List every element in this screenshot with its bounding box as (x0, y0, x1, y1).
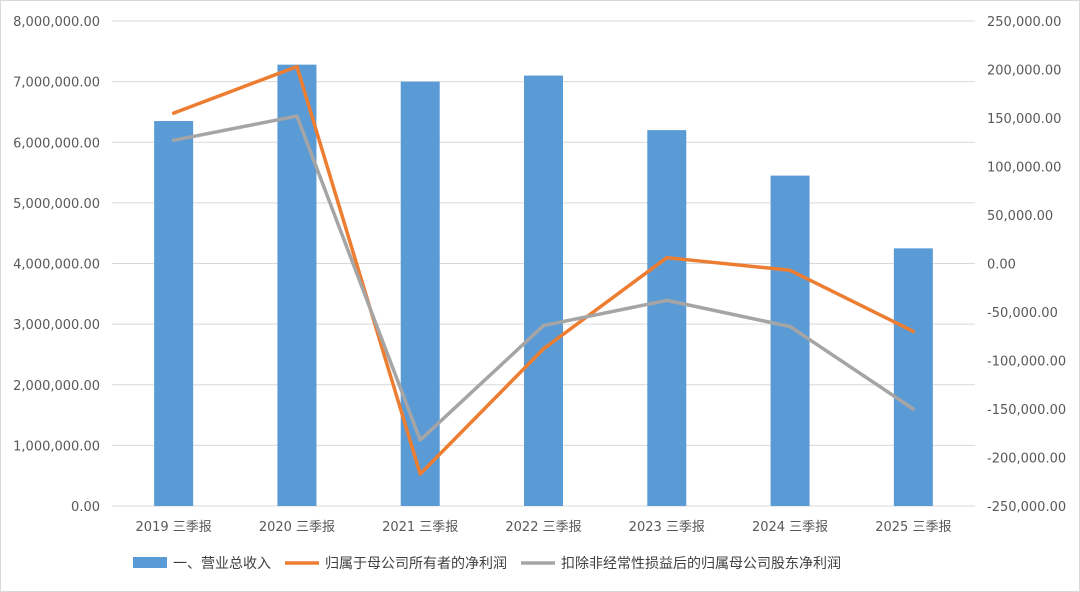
y-right-tick-label: 100,000.00 (987, 161, 1061, 176)
x-tick-label: 2019 三季报 (136, 520, 212, 535)
y-left-tick-label: 1,000,000.00 (13, 439, 100, 454)
legend-label: 扣除非经常性损益后的归属母公司股东净利润 (561, 555, 841, 572)
series-line (171, 114, 916, 442)
x-tick-label: 2025 三季报 (875, 520, 951, 535)
y-left-tick-label: 6,000,000.00 (13, 136, 100, 151)
y-right-tick-label: 150,000.00 (987, 112, 1061, 127)
y-right-tick-label: 250,000.00 (987, 15, 1061, 30)
bar (277, 64, 317, 507)
x-tick-label: 2021 三季报 (382, 520, 458, 535)
x-tick-label: 2023 三季报 (629, 520, 705, 535)
y-left-tick-label: 2,000,000.00 (13, 379, 100, 394)
y-right-tick-label: -50,000.00 (987, 306, 1058, 321)
y-right-tick-label: -200,000.00 (987, 452, 1066, 467)
y-right-tick-label: 200,000.00 (987, 64, 1061, 79)
y-right-tick-label: -250,000.00 (987, 500, 1066, 515)
y-left-tick-label: 8,000,000.00 (13, 15, 100, 30)
bar (400, 81, 440, 506)
x-tick-label: 2020 三季报 (259, 520, 335, 535)
y-left-tick-label: 7,000,000.00 (13, 76, 100, 91)
x-tick-label: 2024 三季报 (752, 520, 828, 535)
bar (893, 248, 933, 506)
bar (647, 130, 687, 506)
y-left-tick-label: 0.00 (71, 500, 100, 515)
legend-swatch (133, 557, 167, 568)
bar (154, 121, 194, 506)
y-right-tick-label: -150,000.00 (987, 403, 1066, 418)
legend-label: 一、营业总收入 (173, 556, 271, 572)
y-left-tick-label: 5,000,000.00 (13, 197, 100, 212)
bar (770, 175, 810, 506)
bar (524, 75, 563, 506)
y-left-tick-label: 4,000,000.00 (13, 258, 100, 273)
y-right-tick-label: -100,000.00 (987, 355, 1066, 370)
series-line (171, 64, 916, 476)
y-right-tick-label: 0.00 (987, 258, 1016, 273)
x-tick-label: 2022 三季报 (505, 520, 581, 535)
y-left-tick-label: 3,000,000.00 (13, 318, 100, 333)
legend-label: 归属于母公司所有者的净利润 (325, 555, 507, 572)
y-right-tick-label: 50,000.00 (987, 209, 1053, 224)
